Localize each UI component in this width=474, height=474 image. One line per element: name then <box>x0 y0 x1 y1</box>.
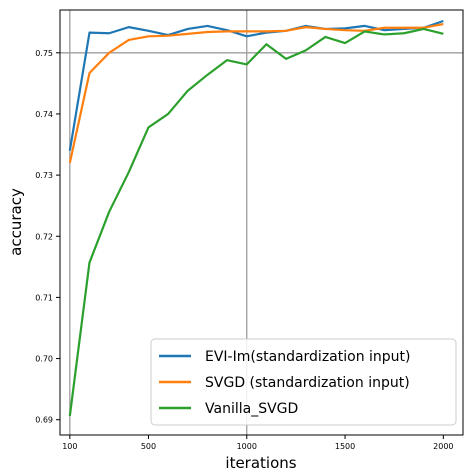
x-tick-label: 500 <box>141 442 156 451</box>
legend-label-2: SVGD (standardization input) <box>205 375 410 391</box>
x-axis-ticks: 100 500 1000 1500 2000 <box>62 435 454 451</box>
x-tick-label: 2000 <box>433 442 453 451</box>
series-line-1 <box>68 19 444 151</box>
legend-entries: EVI-Im(standardization input) SVGD (stand… <box>159 349 411 417</box>
series-lines <box>68 19 444 417</box>
y-tick-label: 0.70 <box>35 355 53 364</box>
y-tick-label: 0.75 <box>35 49 53 58</box>
legend: EVI-Im(standardization input) SVGD (stand… <box>150 338 457 426</box>
y-tick-label: 0.72 <box>35 232 53 241</box>
y-axis-ticks: 0.69 0.70 0.71 0.72 0.73 0.74 0.75 <box>35 49 60 425</box>
legend-label-3: Vanilla_SVGD <box>205 401 298 417</box>
y-tick-label: 0.69 <box>35 416 53 425</box>
legend-label-1: EVI-Im(standardization input) <box>205 349 411 365</box>
series-line-3 <box>68 27 444 417</box>
legend-box <box>150 338 457 426</box>
y-tick-label: 0.73 <box>35 171 53 180</box>
y-tick-label: 0.71 <box>35 293 53 302</box>
y-tick-label: 0.74 <box>35 110 53 119</box>
series-line-2 <box>68 22 444 164</box>
y-axis-label: accuracy <box>7 188 25 256</box>
x-tick-label: 1500 <box>335 442 355 451</box>
x-axis-label: iterations <box>225 454 296 472</box>
plot-area-frame <box>59 9 464 436</box>
x-tick-label: 100 <box>62 442 77 451</box>
x-tick-label: 1000 <box>237 442 257 451</box>
